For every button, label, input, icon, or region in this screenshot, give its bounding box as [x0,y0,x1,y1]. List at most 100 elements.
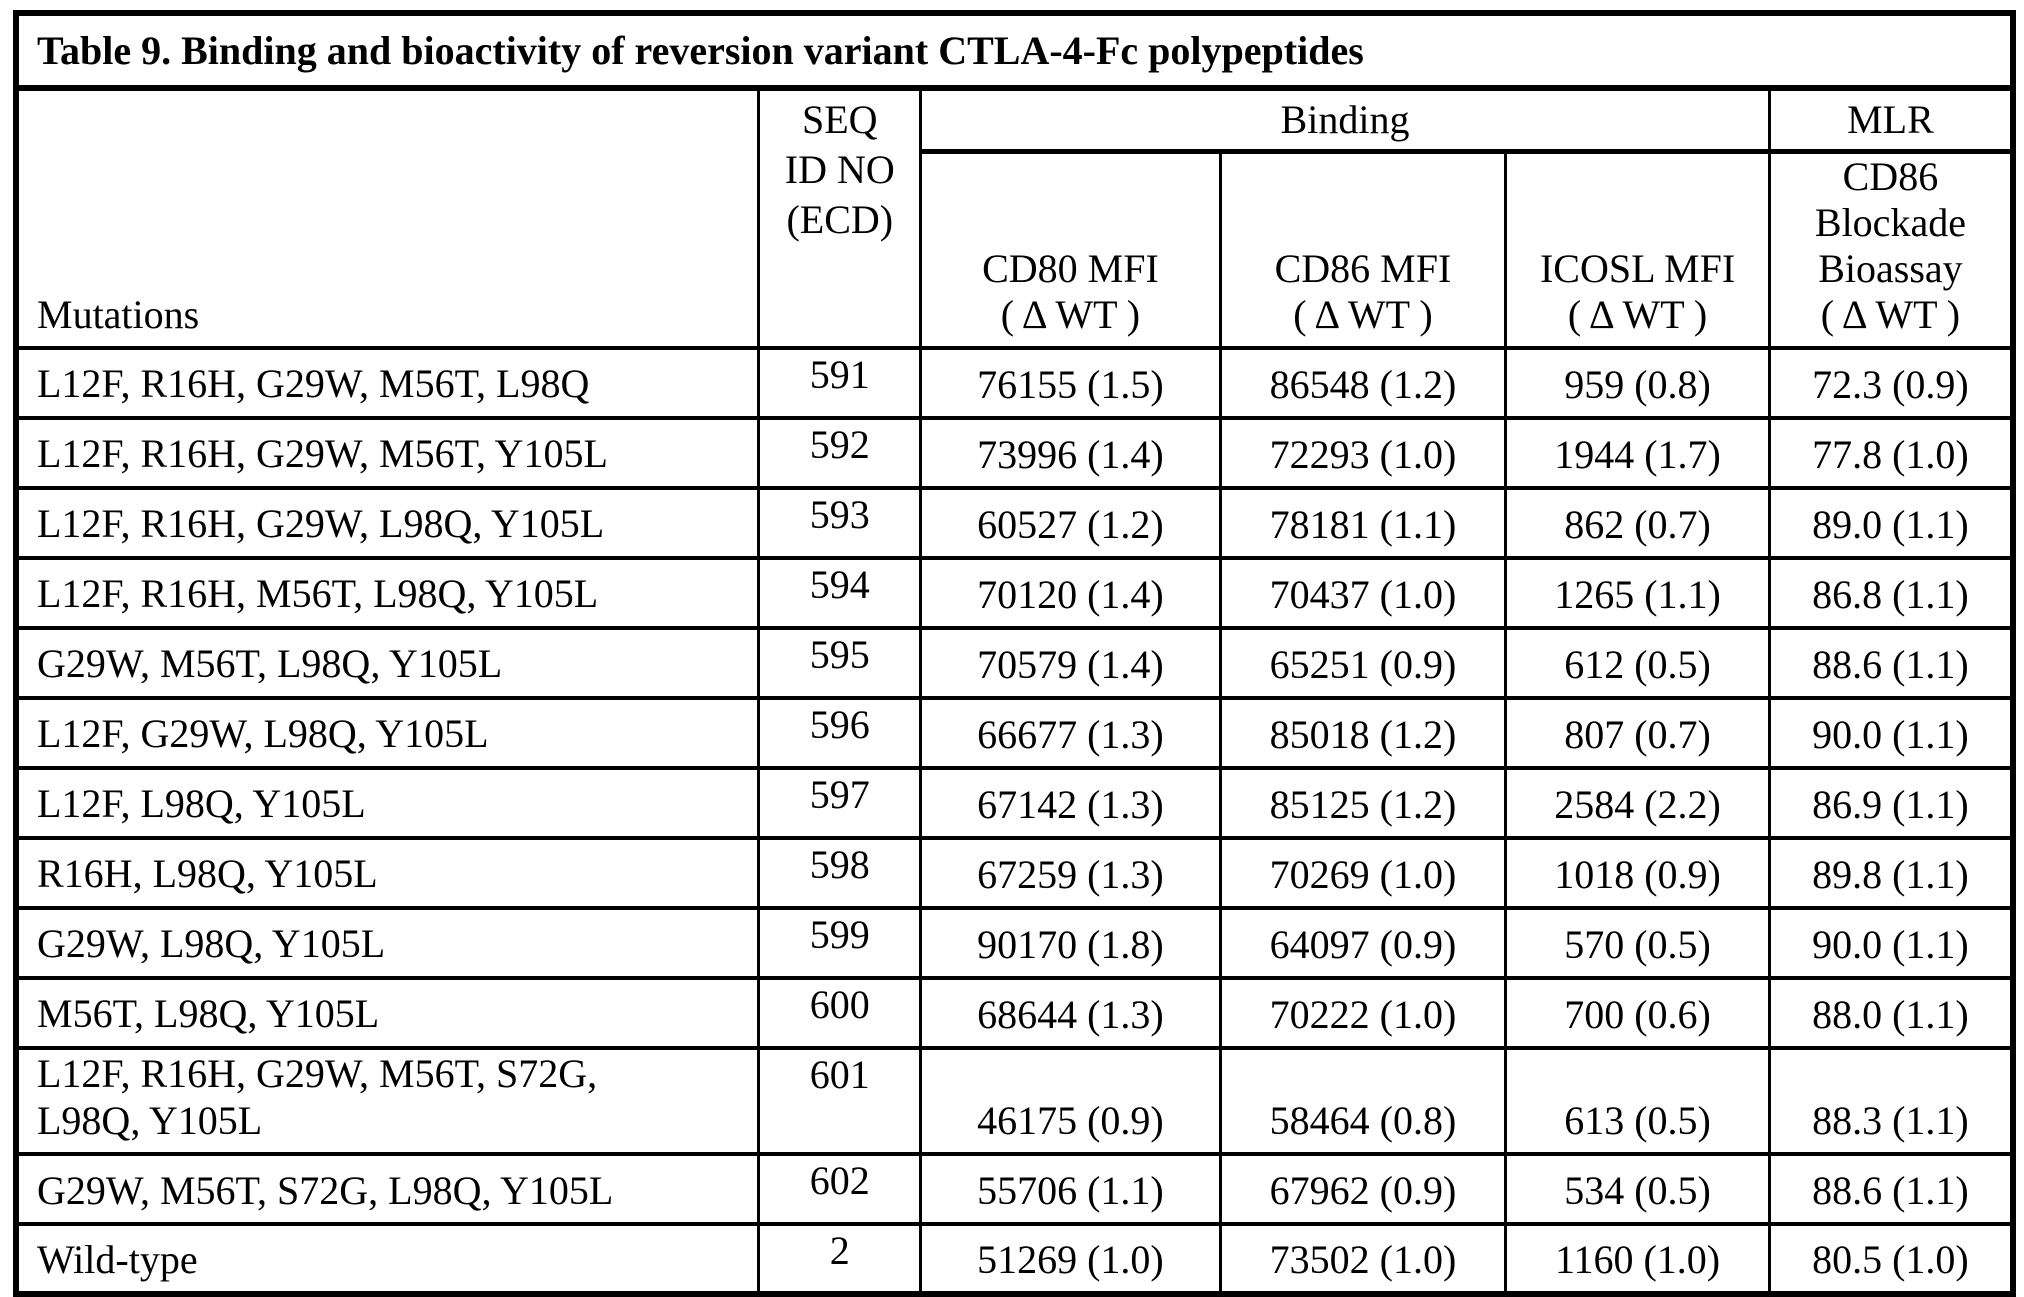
cd80-mfi-cell: 60527 (1.2) [919,485,1222,560]
table-row: L12F, L98Q, Y105L 597 67142 (1.3) 85125 … [14,765,2015,840]
mutations-cell: L12F, R16H, G29W, M56T, Y105L [14,415,761,490]
icosl-mfi-cell: 1265 (1.1) [1504,555,1771,630]
table-row: L12F, R16H, G29W, M56T, S72G, L98Q, Y105… [14,1045,2015,1156]
seq-id-cell: 602 [757,1151,923,1226]
seq-id-cell: 599 [757,905,923,980]
cd86-mfi-cell: 85018 (1.2) [1218,695,1508,770]
seq-id-cell: 597 [757,765,923,840]
table-title: Table 9. Binding and bioactivity of reve… [14,11,2015,91]
mlr-group-header: MLR [1767,86,2015,154]
mutations-column-header: Mutations [14,86,761,350]
cd80-mfi-cell: 46175 (0.9) [919,1045,1222,1156]
delta-wt-label: ( Δ WT ) [1820,291,1961,337]
table-row: L12F, R16H, G29W, M56T, Y105L 592 73996 … [14,415,2015,490]
table-row: L12F, R16H, G29W, L98Q, Y105L 593 60527 … [14,485,2015,560]
cd80-mfi-cell: 76155 (1.5) [919,345,1222,420]
cd86-mfi-cell: 70222 (1.0) [1218,975,1508,1050]
seq-id-cell: 594 [757,555,923,630]
mlr-bioassay-cell: 88.3 (1.1) [1767,1045,2015,1156]
cd86-mfi-cell: 78181 (1.1) [1218,485,1508,560]
mutations-cell: L12F, L98Q, Y105L [14,765,761,840]
icosl-header-line: ICOSL MFI [1539,245,1736,291]
cd86-header-line: CD86 MFI [1274,245,1452,291]
seq-id-cell: 601 [757,1045,923,1156]
mutations-cell: L12F, R16H, M56T, L98Q, Y105L [14,555,761,630]
cd80-mfi-cell: 73996 (1.4) [919,415,1222,490]
mutations-cell: L12F, G29W, L98Q, Y105L [14,695,761,770]
cd80-header-line: CD80 MFI [982,245,1159,291]
seq-id-cell: 595 [757,625,923,700]
table-row: G29W, M56T, L98Q, Y105L 595 70579 (1.4) … [14,625,2015,700]
seq-id-cell: 593 [757,485,923,560]
icosl-mfi-cell: 613 (0.5) [1504,1045,1771,1156]
binding-bioactivity-table: Table 9. Binding and bioactivity of reve… [13,10,2016,1297]
mutations-cell: L12F, R16H, G29W, M56T, S72G, L98Q, Y105… [14,1045,761,1156]
mlr-bioassay-cell: 86.9 (1.1) [1767,765,2015,840]
icosl-mfi-cell: 959 (0.8) [1504,345,1771,420]
header-sub-row: CD80 MFI ( Δ WT ) CD86 MFI ( Δ WT ) ICOS… [16,149,2015,350]
cd80-mfi-cell: 66677 (1.3) [919,695,1222,770]
cd80-mfi-cell: 67259 (1.3) [919,835,1222,910]
mutations-cell: R16H, L98Q, Y105L [14,835,761,910]
mlr-bioassay-cell: 90.0 (1.1) [1767,695,2015,770]
table-row: G29W, L98Q, Y105L 599 90170 (1.8) 64097 … [14,905,2015,980]
mlr-bioassay-cell: 89.0 (1.1) [1767,485,2015,560]
seq-id-cell: 2 [757,1221,923,1296]
table-row: L12F, R16H, G29W, M56T, L98Q 591 76155 (… [14,345,2015,420]
icosl-mfi-column-header: ICOSL MFI ( Δ WT ) [1504,149,1771,350]
title-row: Table 9. Binding and bioactivity of reve… [14,11,2015,91]
cd86-blockade-bioassay-column-header: CD86 Blockade Bioassay ( Δ WT ) [1767,149,2015,350]
delta-wt-label: ( Δ WT ) [1293,291,1433,337]
icosl-mfi-cell: 2584 (2.2) [1504,765,1771,840]
seq-header-line: SEQ [801,97,878,142]
table-row: L12F, R16H, M56T, L98Q, Y105L 594 70120 … [14,555,2015,630]
mlr-sub-header-line: CD86 [1842,153,1939,199]
cd86-mfi-cell: 58464 (0.8) [1218,1045,1508,1156]
header-group-row: Mutations SEQ ID NO (ECD) Binding MLR [14,86,2015,350]
icosl-mfi-cell: 534 (0.5) [1504,1151,1771,1226]
icosl-mfi-cell: 1160 (1.0) [1504,1221,1771,1296]
cd80-mfi-column-header: CD80 MFI ( Δ WT ) [919,149,1222,350]
cd80-mfi-cell: 90170 (1.8) [919,905,1222,980]
mlr-bioassay-cell: 88.0 (1.1) [1767,975,2015,1050]
mutations-cell: Wild-type [14,1221,761,1296]
cd86-mfi-cell: 70437 (1.0) [1218,555,1508,630]
icosl-mfi-cell: 700 (0.6) [1504,975,1771,1050]
seq-id-cell: 591 [757,345,923,420]
mutations-cell: G29W, M56T, L98Q, Y105L [14,625,761,700]
delta-wt-label: ( Δ WT ) [1567,291,1708,337]
icosl-mfi-cell: 807 (0.7) [1504,695,1771,770]
seq-id-cell: 596 [757,695,923,770]
seq-header-line: (ECD) [786,197,894,242]
icosl-mfi-cell: 612 (0.5) [1504,625,1771,700]
mlr-bioassay-cell: 86.8 (1.1) [1767,555,2015,630]
cd80-mfi-cell: 70579 (1.4) [919,625,1222,700]
delta-wt-label: ( Δ WT ) [1000,291,1141,337]
cd86-mfi-cell: 72293 (1.0) [1218,415,1508,490]
mlr-bioassay-cell: 88.6 (1.1) [1767,625,2015,700]
cd86-mfi-cell: 86548 (1.2) [1218,345,1508,420]
seq-id-cell: 598 [757,835,923,910]
cd86-mfi-cell: 65251 (0.9) [1218,625,1508,700]
table-row: M56T, L98Q, Y105L 600 68644 (1.3) 70222 … [14,975,2015,1050]
cd86-mfi-cell: 85125 (1.2) [1218,765,1508,840]
icosl-mfi-cell: 862 (0.7) [1504,485,1771,560]
seq-id-cell: 600 [757,975,923,1050]
cd80-mfi-cell: 55706 (1.1) [919,1151,1222,1226]
mlr-bioassay-cell: 77.8 (1.0) [1767,415,2015,490]
seq-header-line: ID NO [784,147,895,192]
mutations-cell: M56T, L98Q, Y105L [14,975,761,1050]
seq-id-column-header: SEQ ID NO (ECD) [757,86,923,350]
seq-id-cell: 592 [757,415,923,490]
cd86-mfi-cell: 64097 (0.9) [1218,905,1508,980]
table-row: R16H, L98Q, Y105L 598 67259 (1.3) 70269 … [14,835,2015,910]
table-row: G29W, M56T, S72G, L98Q, Y105L 602 55706 … [14,1151,2015,1226]
mlr-bioassay-cell: 88.6 (1.1) [1767,1151,2015,1226]
mlr-bioassay-cell: 89.8 (1.1) [1767,835,2015,910]
cd80-mfi-cell: 67142 (1.3) [919,765,1222,840]
binding-group-header: Binding [919,86,1771,154]
cd86-mfi-cell: 70269 (1.0) [1218,835,1508,910]
mlr-bioassay-cell: 90.0 (1.1) [1767,905,2015,980]
cd80-mfi-cell: 70120 (1.4) [919,555,1222,630]
